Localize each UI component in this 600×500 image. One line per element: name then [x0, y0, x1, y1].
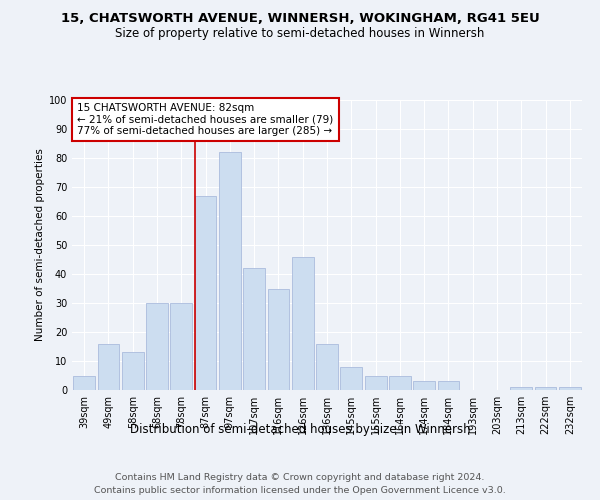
- Bar: [97, 344, 119, 390]
- Bar: [194, 196, 217, 390]
- Bar: [146, 303, 168, 390]
- Text: 15 CHATSWORTH AVENUE: 82sqm
← 21% of semi-detached houses are smaller (79)
77% o: 15 CHATSWORTH AVENUE: 82sqm ← 21% of sem…: [77, 103, 334, 136]
- Bar: [73, 376, 95, 390]
- Bar: [268, 288, 289, 390]
- Bar: [559, 387, 581, 390]
- Text: Contains HM Land Registry data © Crown copyright and database right 2024.: Contains HM Land Registry data © Crown c…: [115, 472, 485, 482]
- Bar: [122, 352, 143, 390]
- Bar: [511, 387, 532, 390]
- Bar: [365, 376, 386, 390]
- Text: Distribution of semi-detached houses by size in Winnersh: Distribution of semi-detached houses by …: [130, 422, 470, 436]
- Bar: [413, 382, 435, 390]
- Y-axis label: Number of semi-detached properties: Number of semi-detached properties: [35, 148, 44, 342]
- Text: 15, CHATSWORTH AVENUE, WINNERSH, WOKINGHAM, RG41 5EU: 15, CHATSWORTH AVENUE, WINNERSH, WOKINGH…: [61, 12, 539, 26]
- Bar: [170, 303, 192, 390]
- Bar: [437, 382, 460, 390]
- Bar: [316, 344, 338, 390]
- Bar: [389, 376, 411, 390]
- Text: Contains public sector information licensed under the Open Government Licence v3: Contains public sector information licen…: [94, 486, 506, 495]
- Bar: [535, 387, 556, 390]
- Bar: [243, 268, 265, 390]
- Bar: [219, 152, 241, 390]
- Text: Size of property relative to semi-detached houses in Winnersh: Size of property relative to semi-detach…: [115, 28, 485, 40]
- Bar: [340, 367, 362, 390]
- Bar: [292, 256, 314, 390]
